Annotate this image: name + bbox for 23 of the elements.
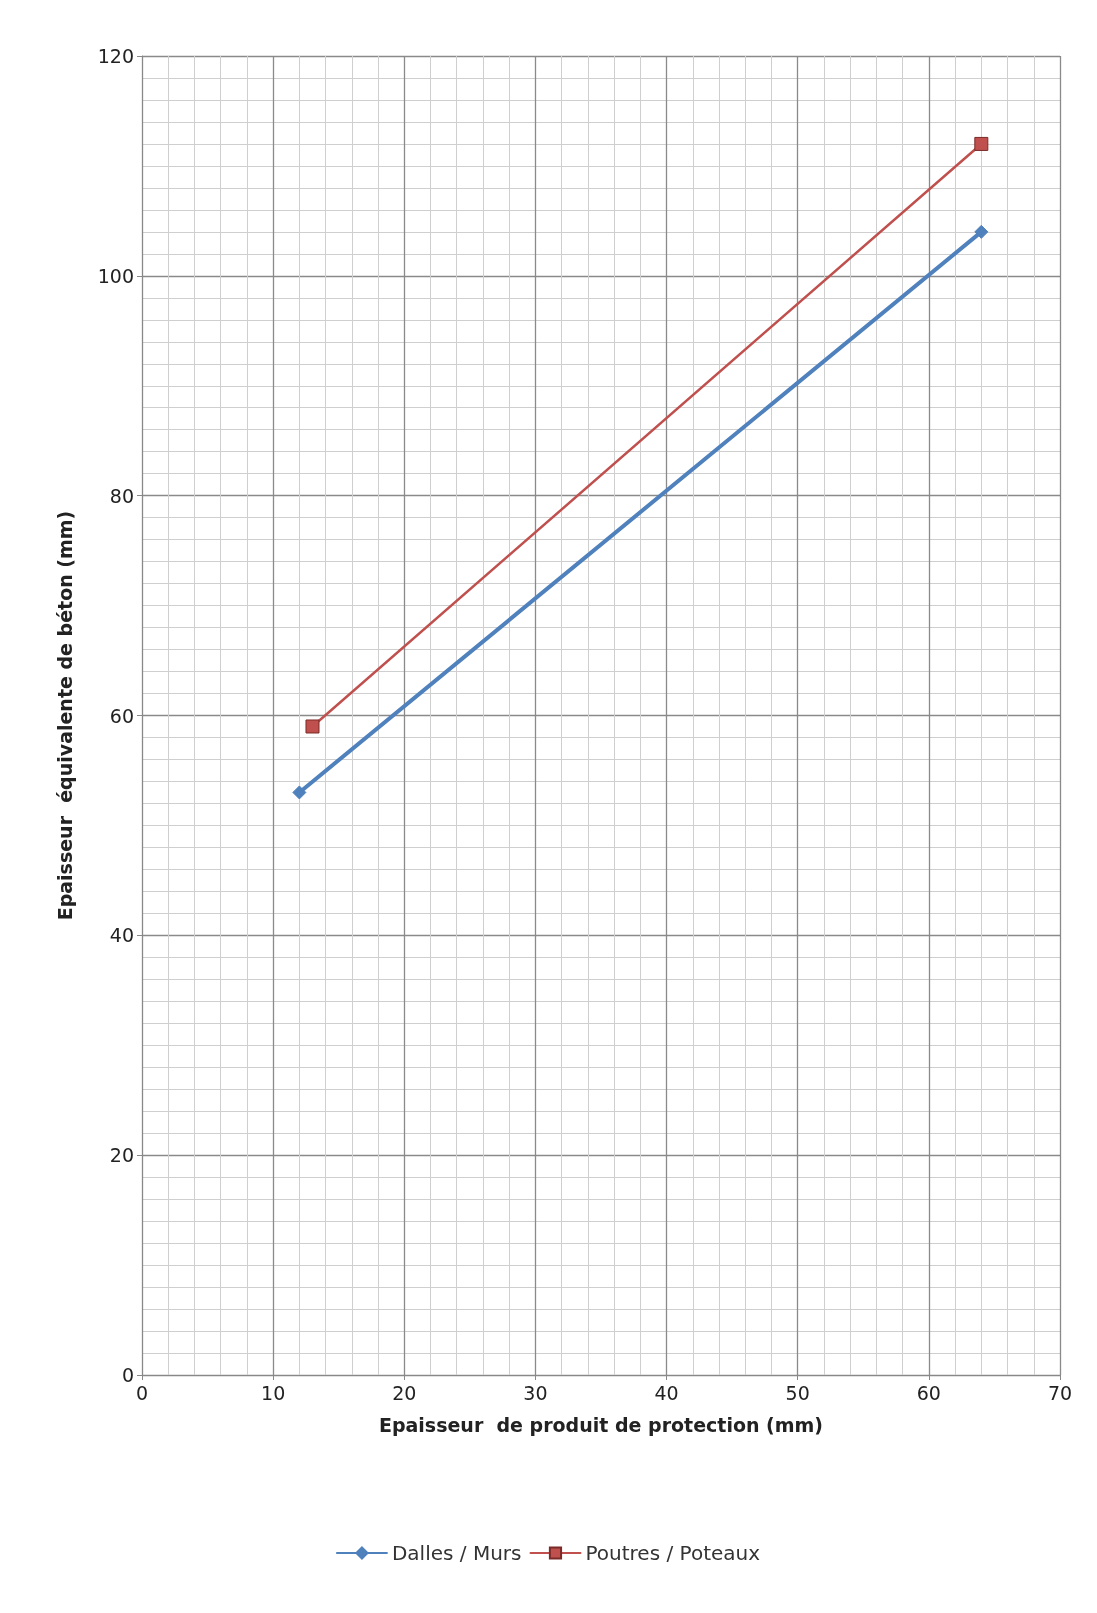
x-tick-label: 60 — [916, 1381, 941, 1404]
point — [974, 224, 989, 239]
x-tick-label: 40 — [654, 1381, 679, 1404]
x-axis-title: Epaisseur de produit de protection (mm) — [378, 1413, 824, 1436]
point — [305, 719, 320, 734]
y-tick-label: 40 — [109, 924, 134, 947]
x-tick-label: 10 — [261, 1381, 286, 1404]
legend-label: Dalles / Murs — [391, 1541, 522, 1565]
point — [292, 785, 307, 800]
y-tick-label: 60 — [109, 704, 134, 727]
y-tick-label: 120 — [97, 45, 134, 67]
y-tick-label: 20 — [109, 1144, 134, 1167]
y-tick-label: 80 — [109, 484, 134, 507]
legend-label: Poutres / Poteaux — [585, 1541, 761, 1565]
y-tick-label: 100 — [97, 264, 134, 287]
y-tick-label: 0 — [121, 1364, 134, 1386]
x-tick-label: 0 — [135, 1381, 149, 1404]
x-tick-label: 20 — [392, 1381, 417, 1404]
x-tick-label: 50 — [785, 1381, 810, 1404]
x-tick-label: 70 — [1047, 1381, 1073, 1404]
y-axis-title: Epaisseur équivalente de béton (mm) — [53, 510, 76, 921]
point — [974, 136, 989, 151]
x-tick-label: 30 — [523, 1381, 548, 1404]
